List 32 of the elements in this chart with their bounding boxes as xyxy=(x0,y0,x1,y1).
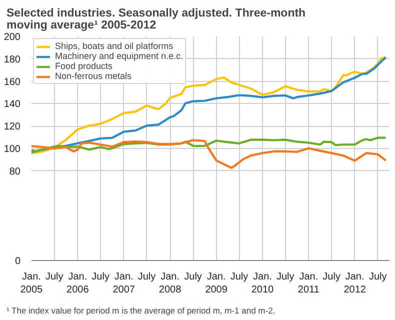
x-tick-label: July xyxy=(322,272,340,282)
x-tick-label: Jan. 2011 xyxy=(298,272,320,296)
y-tick-label: 140 xyxy=(4,99,21,110)
legend-label: Ships, boats and oil platforms xyxy=(55,41,174,51)
legend-label: Machinery and equipment n.e.c. xyxy=(55,51,184,61)
y-tick-label: 180 xyxy=(4,54,21,66)
x-tick-label: Jan. 2008 xyxy=(158,272,182,296)
x-tick-label: July xyxy=(138,272,156,282)
text: ¹ The index value for period m is the average of period m, m-1 and m-2. xyxy=(6,306,276,316)
x-tick-label: Jan. 2009 xyxy=(205,272,228,296)
legend-label: Non-ferrous metals xyxy=(55,71,132,81)
line-series xyxy=(32,136,387,153)
x-tick-label: July xyxy=(46,272,64,282)
x-tick-label: July xyxy=(184,272,202,282)
y-tick-label: 0 xyxy=(14,256,21,267)
x-tick-label: Jan. 2007 xyxy=(112,272,136,296)
y-tick-label: 160 xyxy=(4,76,21,88)
x-tick-label: Jan. 2010 xyxy=(251,272,274,296)
chart-title: Selected industries. Seasonally adjusted. Three-month moving average¹ 2005-2012 xyxy=(6,8,306,32)
x-tick-label: July xyxy=(230,272,248,282)
x-tick-label: Jan. 2006 xyxy=(66,272,90,296)
x-tick-label: July xyxy=(92,272,110,282)
x-tick-label: Jan. 2012 xyxy=(344,272,366,296)
x-tick-label: July xyxy=(276,272,294,282)
y-tick-label: 80 xyxy=(9,166,21,178)
y-tick-label: 120 xyxy=(4,122,21,133)
legend-label: Food products xyxy=(55,61,113,71)
x-tick-label: Jan. 2005 xyxy=(20,272,44,296)
y-tick-label: 100 xyxy=(4,144,21,155)
y-tick-label: 200 xyxy=(4,32,21,43)
line-series xyxy=(32,139,387,169)
x-tick-label: July xyxy=(368,272,387,282)
